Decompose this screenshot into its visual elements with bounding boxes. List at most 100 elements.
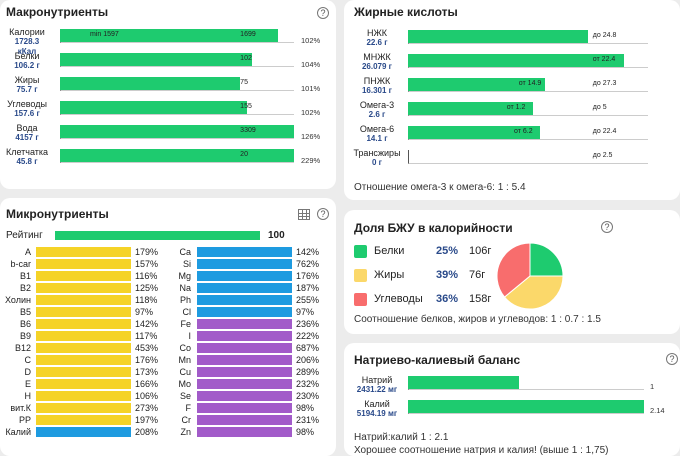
micro-bar: [36, 295, 131, 305]
macro-bar: [60, 125, 294, 138]
help-icon[interactable]: ?: [317, 208, 329, 220]
micro-bar: [36, 403, 131, 413]
macro-unit: кКал: [17, 47, 37, 56]
fatty-range-label: до 2.5: [592, 152, 613, 159]
fatty-value: 2.6 г: [368, 110, 386, 119]
fatty-label-text: МНЖК: [363, 52, 391, 62]
nak-ratio: Натрий:калий 1 : 2.1: [354, 432, 449, 443]
fatty-value: 22.6 г: [366, 38, 388, 47]
fatty-label-text: НЖК: [366, 28, 388, 38]
macro-bar: [60, 29, 278, 42]
macro-percent: 126%: [301, 132, 321, 141]
pie-slice: [496, 242, 531, 298]
macro-bar: [60, 101, 247, 114]
micro-label: PP: [18, 415, 31, 425]
micro-label: H: [24, 391, 32, 401]
micro-label: Co: [179, 343, 191, 353]
micro-label: E: [24, 379, 31, 389]
micro-label: A: [24, 247, 31, 257]
micro-label: Mn: [178, 355, 191, 365]
micro-bar: [36, 307, 131, 317]
micro-label: B2: [19, 283, 31, 293]
fatty-max-label: до 27.3: [592, 80, 617, 87]
micro-bar: [197, 259, 292, 269]
micro-bar: [36, 343, 131, 353]
micro-percent: 206%: [296, 355, 320, 365]
micro-label: Cr: [181, 415, 192, 425]
micro-card: Микронутриенты ? Рейтинг 100 A 179% b-car 1…: [0, 198, 336, 456]
micro-bar: [197, 343, 292, 353]
micro-bar: [36, 355, 131, 365]
fatty-bar: [408, 30, 588, 43]
micro-bar: [36, 367, 131, 377]
micro-bar: [36, 271, 131, 281]
macro-value: 1728.3: [14, 37, 40, 46]
macro-percent: 104%: [301, 60, 321, 69]
fatty-min-label: от 1.2: [506, 104, 526, 111]
micro-percent: 117%: [135, 331, 158, 341]
micro-bar: [36, 259, 131, 269]
micro-label: B5: [19, 307, 31, 317]
nak-bar: [408, 376, 519, 389]
macro-label-text: Жиры: [14, 75, 40, 85]
table-icon[interactable]: [298, 209, 310, 220]
omega-ratio: Отношение омега-3 к омега-6: 1 : 5.4: [354, 182, 526, 193]
help-icon[interactable]: ?: [317, 7, 329, 19]
macro-title: Макронутриенты: [6, 5, 109, 19]
micro-bar: [197, 271, 292, 281]
micro-percent: 255%: [296, 295, 320, 305]
micro-percent: 173%: [135, 367, 159, 377]
micro-percent: 231%: [296, 415, 320, 425]
legend-percent: 25%: [436, 245, 459, 257]
fatty-label: Омега-6 14.1 г: [350, 124, 404, 144]
legend-label: Углеводы: [374, 293, 423, 305]
micro-bar: [197, 331, 292, 341]
help-icon[interactable]: ?: [601, 221, 613, 233]
macro-percent: 102%: [301, 36, 321, 45]
micro-bar: [36, 247, 131, 257]
macro-percent: 102%: [301, 108, 321, 117]
nak-ratio-value: 1: [650, 382, 655, 391]
fatty-range-label: до 24.8: [592, 32, 617, 39]
fatty-label: Омега-3 2.6 г: [350, 100, 404, 120]
micro-percent: 97%: [135, 307, 154, 317]
legend-percent: 36%: [436, 293, 459, 305]
nak-label-text: Натрий: [361, 375, 393, 385]
micro-percent: 230%: [296, 391, 320, 401]
micro-percent: 106%: [135, 391, 159, 401]
micro-bar: [197, 307, 292, 317]
macro-value: 157.6 г: [14, 109, 40, 118]
nak-comment: Хорошее соотношение натрия и калия! (выш…: [354, 445, 609, 456]
micro-bar: [36, 283, 131, 293]
bju-card: Доля БЖУ в калорийности ? Белки 25% 106г Жи…: [344, 210, 680, 334]
micro-percent: 142%: [296, 247, 320, 257]
micro-label: Ca: [179, 247, 191, 257]
fatty-value: 0 г: [371, 158, 382, 167]
micro-percent: 98%: [296, 403, 315, 413]
micro-label: B12: [14, 343, 31, 353]
nak-bar: [408, 400, 644, 413]
micro-bar: [197, 247, 292, 257]
macro-value: 106.2 г: [14, 61, 40, 70]
macro-min-label: min 1597: [90, 31, 119, 38]
macro-target-label: 155: [240, 103, 252, 110]
micro-label: F: [185, 403, 192, 413]
fatty-min-label: от 6.2: [514, 128, 533, 135]
micro-label: Zn: [180, 427, 191, 437]
micro-bar: [197, 283, 292, 293]
macro-label: Калории 1728.3 кКал: [0, 27, 54, 57]
legend-swatch: [354, 293, 367, 306]
rating-bar: [55, 231, 260, 240]
fatty-max-label: до 5: [592, 104, 607, 111]
micro-label: B1: [19, 271, 31, 281]
micro-percent: 125%: [135, 283, 159, 293]
micro-percent: 208%: [135, 427, 159, 437]
help-icon[interactable]: ?: [666, 353, 678, 365]
macro-value: 75.7 г: [16, 85, 38, 94]
macro-label-text: Калории: [9, 27, 45, 37]
macro-bar: [60, 149, 294, 162]
macro-percent: 101%: [301, 84, 321, 93]
micro-percent: 232%: [296, 379, 320, 389]
macro-bar: [60, 53, 252, 66]
micro-label: b-car: [10, 259, 31, 269]
